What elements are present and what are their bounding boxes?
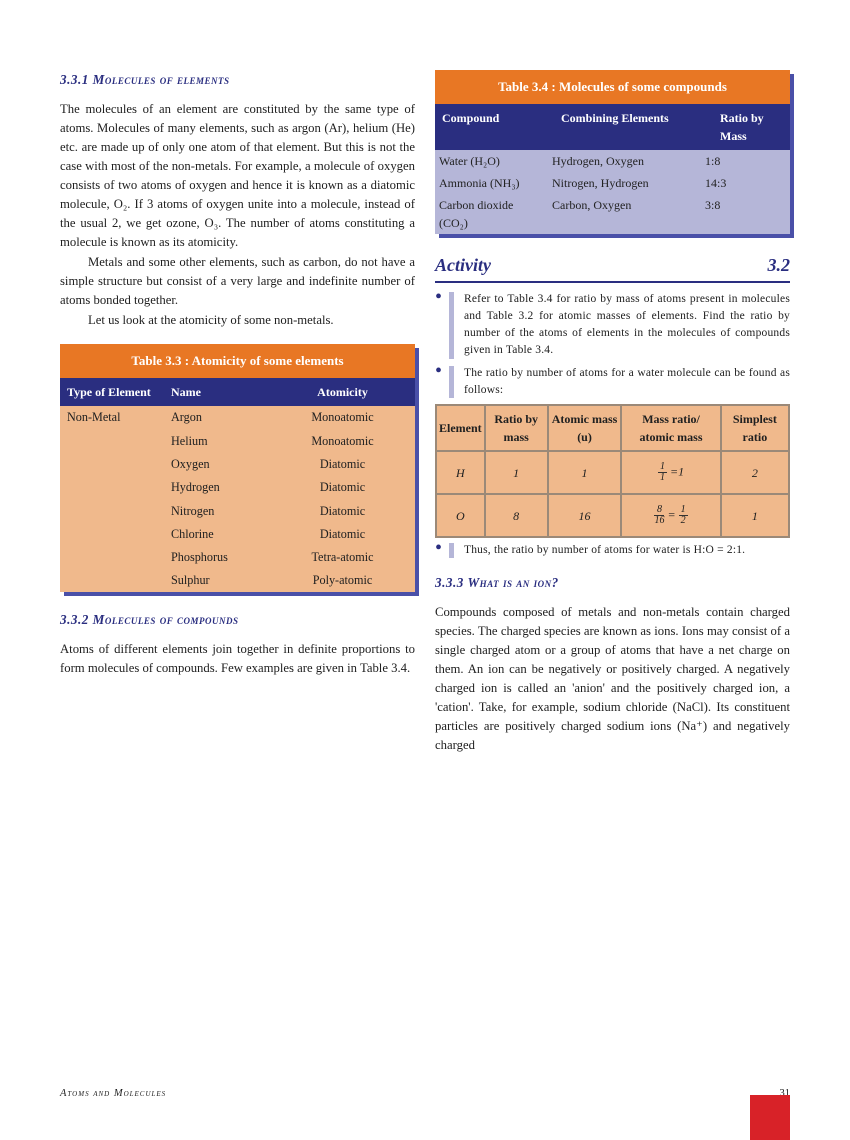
table-34: Table 3.4 : Molecules of some compounds … [435,70,790,234]
bullet-icon: • [435,365,445,400]
section-heading: 3.3.1 Molecules of elements [60,70,415,90]
page-accent [750,1095,790,1140]
bullet-icon: • [435,542,445,559]
col-header: Compound [435,104,554,150]
para: The molecules of an element are constitu… [60,100,415,252]
table-title: Table 3.4 : Molecules of some compounds [435,70,790,104]
para: Atoms of different elements join togethe… [60,640,415,678]
section-heading: 3.3.2 Molecules of compounds [60,610,415,630]
activity-item: The ratio by number of atoms for a water… [464,365,790,400]
table-33: Table 3.3 : Atomicity of some elements T… [60,344,415,592]
page-footer: Atoms and Molecules31 [60,1086,790,1102]
table-row: SulphurPoly-atomic [60,569,415,592]
table-row: OxygenDiatomic [60,452,415,475]
bullet-icon: • [435,291,445,360]
para: Let us look at the atomicity of some non… [60,311,415,330]
table-row: Non-MetalArgonMonoatomic [60,406,415,429]
section-heading: 3.3.3 What is an ion? [435,573,790,593]
activity-table: ElementRatio by massAtomic mass (u)Mass … [435,404,790,538]
col-header: Combining Elements [554,104,713,150]
para: Compounds composed of metals and non-met… [435,603,790,755]
col-header: Type of Element [60,378,164,406]
col-header: Ratio by Mass [713,104,775,150]
col-header: Name [164,378,283,406]
table-row: Water (H₂O)Hydrogen, Oxygen1:8 [435,150,790,172]
col-header: Atomicity [283,378,402,406]
table-row: NitrogenDiatomic [60,499,415,522]
activity-item: Thus, the ratio by number of atoms for w… [464,542,745,559]
table-row: HeliumMonoatomic [60,429,415,452]
para: Metals and some other elements, such as … [60,253,415,310]
activity-heading: Activity3.2 [435,252,790,283]
table-title: Table 3.3 : Atomicity of some elements [60,344,415,378]
table-row: Carbon dioxide (CO₂)Carbon, Oxygen3:8 [435,194,790,234]
table-row: PhosphorusTetra-atomic [60,546,415,569]
table-row: HydrogenDiatomic [60,476,415,499]
table-row: ChlorineDiatomic [60,522,415,545]
table-row: Ammonia (NH₃)Nitrogen, Hydrogen14:3 [435,172,790,194]
activity-item: Refer to Table 3.4 for ratio by mass of … [464,291,790,360]
